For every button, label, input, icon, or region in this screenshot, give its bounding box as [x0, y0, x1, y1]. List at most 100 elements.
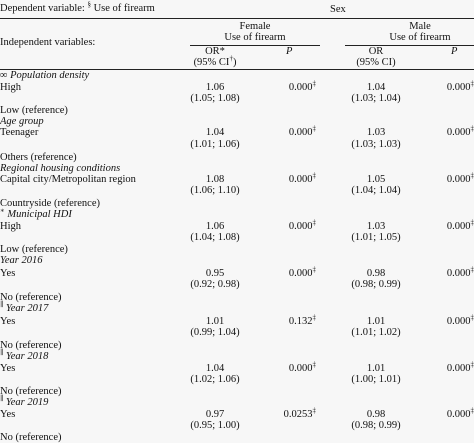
section-municipal-hdi: ∗ Municipal HDI: [0, 206, 72, 220]
p-value: 0.000: [288, 82, 313, 93]
male-ci: (1.01; 1.05): [351, 232, 401, 243]
female-p: 0.000‡: [256, 218, 317, 232]
p-value: 0.000: [288, 363, 313, 374]
female-group-rule: [190, 45, 320, 46]
reference-row: No (reference): [0, 292, 62, 303]
female-ci: (1.05; 1.08): [190, 93, 240, 104]
reference-row: Low (reference): [0, 105, 68, 116]
male-or: 1.05: [366, 174, 386, 185]
female-p: 0.000‡: [256, 125, 316, 138]
year-label: Year 2018: [5, 351, 49, 362]
p-mark: ‡: [470, 218, 474, 227]
female-group-label: Female: [239, 21, 271, 32]
female-p: 0.000‡: [256, 265, 317, 279]
p-mark: ‡: [312, 406, 317, 415]
male-group-label: Male: [409, 21, 431, 32]
male-group-rule: [345, 45, 474, 46]
p-mark: ‡: [312, 265, 317, 274]
female-ci-close: ): [232, 57, 237, 68]
p-mark: ‡: [312, 218, 317, 227]
p-value: 0.000: [288, 268, 313, 279]
section-age-group: Age group: [0, 116, 44, 127]
male-p: 0.000‡: [412, 361, 474, 374]
female-sub-label: Use of firearm: [224, 32, 286, 43]
row-label: High: [0, 221, 21, 232]
p-mark: ‡: [470, 265, 474, 274]
year-mark: ∥: [0, 348, 4, 357]
male-ci: (1.03; 1.03): [351, 139, 401, 150]
year-label: Year 2019: [5, 397, 49, 408]
female-p: 0.132‡: [256, 314, 316, 327]
female-ci: (0.95; 1.00): [190, 420, 240, 431]
female-ci-header: (95% CI†): [175, 54, 255, 68]
male-p: 0.000‡: [412, 79, 474, 93]
female-or: 0.95: [205, 268, 225, 279]
p-value: 0.132: [288, 316, 313, 327]
male-ci: (1.03; 1.04): [351, 93, 401, 104]
row-label: Yes: [0, 409, 16, 420]
section-year-2019: ∥ Year 2019: [0, 395, 49, 408]
male-p: 0.000‡: [412, 313, 474, 327]
female-or: 1.04: [205, 127, 225, 138]
male-or: 1.03: [366, 127, 386, 138]
female-ci: (0.99; 1.04): [190, 327, 240, 338]
p-value: 0.000: [446, 82, 471, 93]
male-sub-label: Use of firearm: [389, 32, 451, 43]
female-or: 1.06: [205, 221, 225, 232]
p-value: 0.000: [446, 316, 471, 327]
reference-row: Low (reference): [0, 244, 68, 255]
year-mark: ∥: [0, 300, 4, 309]
male-or: 0.98: [366, 268, 386, 279]
p-value: 0.0253: [283, 409, 313, 420]
p-value: 0.000: [446, 127, 471, 138]
male-or-header: OR: [368, 46, 384, 57]
hdi-mark: ∗: [0, 206, 5, 215]
row-label: Yes: [0, 363, 16, 374]
year-label: Year 2017: [5, 303, 49, 314]
male-ci: (1.04; 1.04): [351, 185, 401, 196]
female-ci: (0.92; 0.98): [190, 279, 240, 290]
male-ci: (0.98; 0.99): [351, 420, 401, 431]
female-or: 1.04: [205, 363, 225, 374]
female-ci: (1.04; 1.08): [190, 232, 240, 243]
female-p-header: P: [286, 46, 293, 57]
dependent-variable-label: Dependent variable: § Use of firearm: [0, 1, 155, 14]
dependent-label-text: Dependent variable:: [0, 3, 88, 14]
p-value: 0.000: [446, 409, 471, 420]
male-ci: (1.00; 1.01): [351, 374, 401, 385]
dependent-value-text: Use of firearm: [90, 3, 155, 14]
p-value: 0.000: [446, 174, 471, 185]
reference-row: Others (reference): [0, 152, 77, 163]
male-ci: (1.01; 1.02): [351, 327, 401, 338]
row-label: Capital city/Metropolitan region: [0, 174, 136, 185]
male-ci: (0.98; 0.99): [351, 279, 401, 290]
ci-mark: †: [229, 54, 233, 63]
female-or: 1.06: [205, 82, 225, 93]
row-label: Teenager: [0, 127, 39, 138]
p-value: 0.000: [288, 127, 313, 138]
female-ci: (1.02; 1.06): [190, 374, 240, 385]
p-mark: ‡: [470, 124, 474, 133]
male-p: 0.000‡: [412, 407, 474, 420]
male-p: 0.000‡: [412, 172, 474, 185]
p-mark: ‡: [470, 313, 474, 322]
reference-row: Countryside (reference): [0, 198, 100, 209]
p-mark: ‡: [470, 79, 474, 88]
female-or: 1.08: [205, 174, 225, 185]
sex-label: Sex: [330, 4, 346, 15]
hdi-label: Municipal HDI: [7, 209, 72, 220]
reference-row: No (reference): [0, 386, 62, 397]
male-or: 0.98: [366, 409, 386, 420]
section-year-2016: Year 2016: [0, 255, 43, 266]
male-p: 0.000‡: [412, 265, 474, 279]
p-mark: ‡: [312, 360, 317, 369]
p-value: 0.000: [446, 268, 471, 279]
female-or: 0.97: [205, 409, 225, 420]
female-p: 0.000‡: [256, 80, 316, 93]
p-mark: ‡: [312, 171, 317, 180]
header-bottom-rule: [0, 69, 474, 70]
male-p: 0.000‡: [412, 218, 474, 232]
p-value: 0.000: [288, 174, 313, 185]
female-ci-text: (95% CI: [193, 57, 230, 68]
male-ci-header: (95% CI): [356, 57, 396, 68]
